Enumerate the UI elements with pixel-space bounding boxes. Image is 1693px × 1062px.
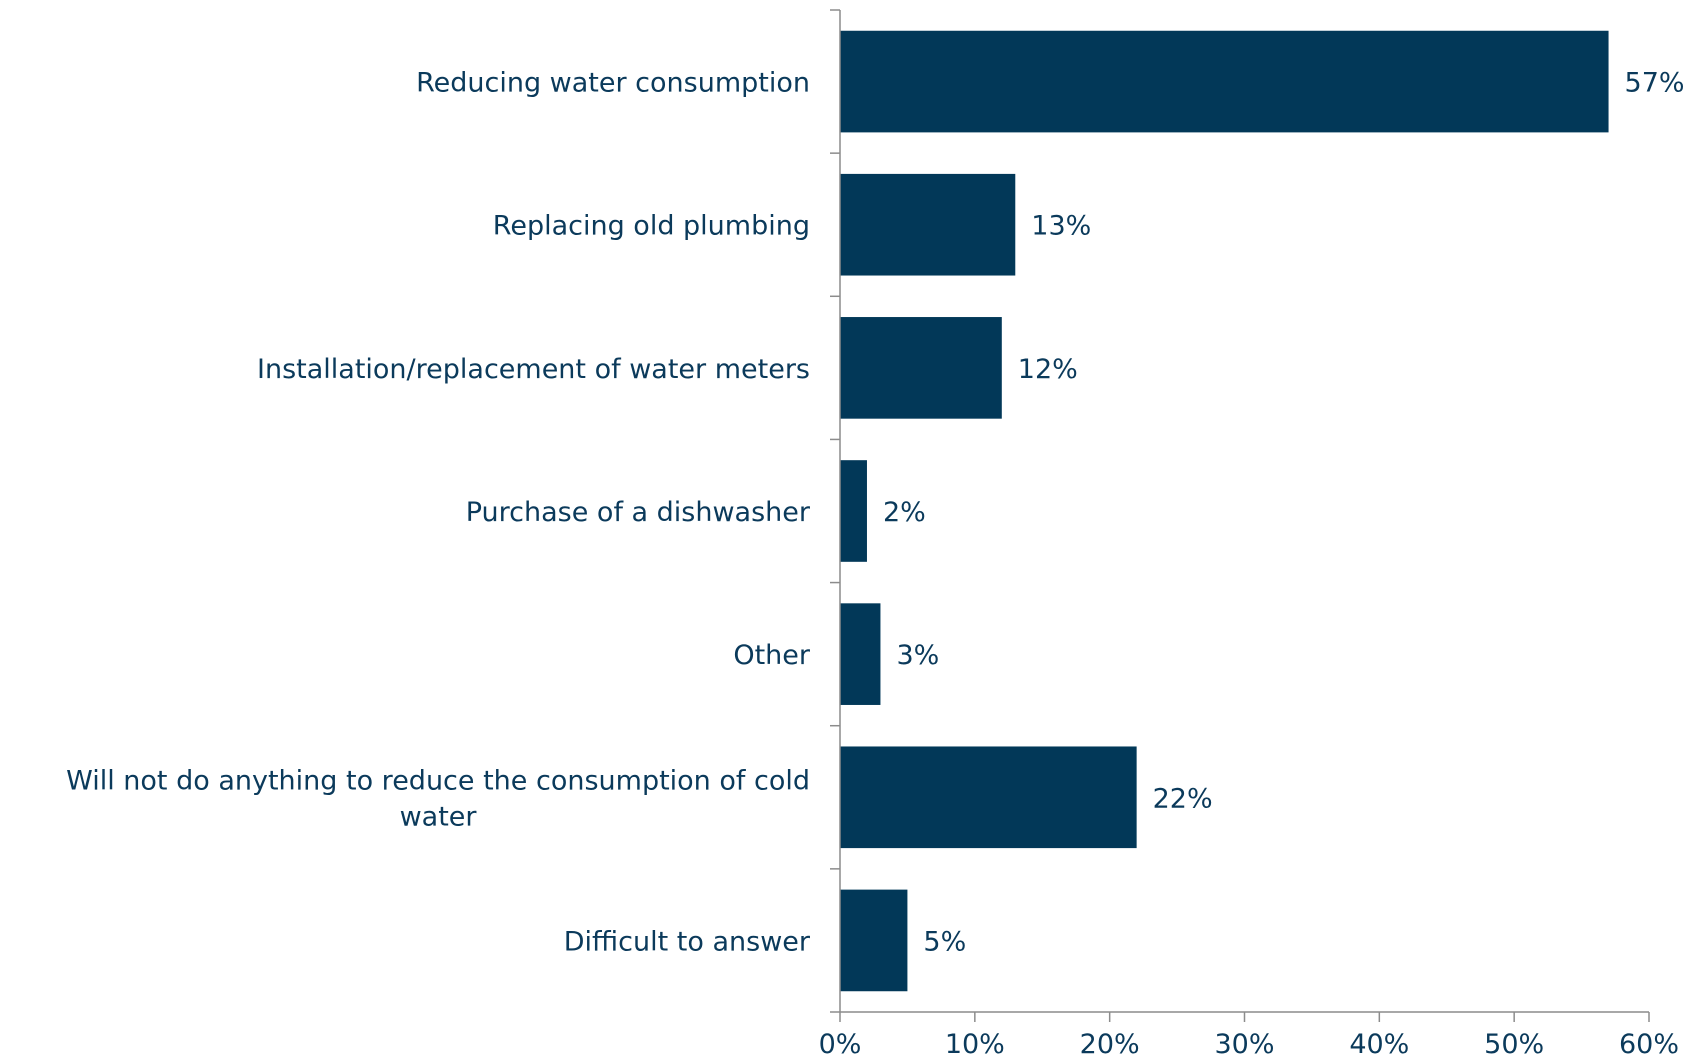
x-tick-label: 20% [1080,1029,1140,1060]
value-label: 13% [1031,211,1091,242]
category-labels: Reducing water consumption Replacing old … [66,68,811,958]
x-tick-label: 40% [1349,1029,1409,1060]
x-tick-label: 0% [819,1029,862,1060]
value-label: 57% [1625,68,1685,99]
value-labels: 57% 13% 12% 2% 3% 22% 5% [883,68,1685,958]
category-label: Installation/replacement of water meters [257,354,810,385]
bar [840,603,881,705]
category-label: Difficult to answer [564,926,811,957]
value-label: 3% [896,640,939,671]
category-label: Other [733,640,811,671]
x-tick-label: 60% [1619,1029,1679,1060]
x-tick-label: 50% [1484,1029,1544,1060]
category-label: Replacing old plumbing [493,211,810,242]
bar [840,889,908,992]
bar [840,317,1002,419]
category-label: Purchase of a dishwasher [466,497,811,528]
value-label: 12% [1018,354,1078,385]
x-axis-ticks [830,9,1650,1022]
x-tick-labels: 0% 10% 20% 30% 40% 50% 60% [819,1029,1679,1060]
category-label: Reducing water consumption [416,68,810,99]
x-tick-label: 10% [945,1029,1005,1060]
x-tick-label: 30% [1214,1029,1274,1060]
bars [840,30,1609,992]
bar [840,460,867,562]
bar [840,30,1609,133]
bar [840,746,1137,849]
category-label: Will not do anything to reduce the consu… [66,765,810,832]
value-label: 2% [883,497,926,528]
value-label: 22% [1153,783,1213,814]
bar [840,173,1016,276]
value-label: 5% [923,926,966,957]
